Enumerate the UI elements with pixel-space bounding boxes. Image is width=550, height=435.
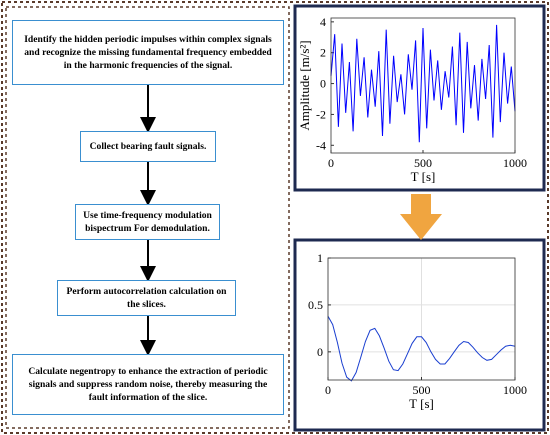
step-text: in the harmonic frequencies of the signa… bbox=[63, 60, 233, 71]
y-tick-label: -4 bbox=[316, 138, 326, 152]
flow-step: Identify the hidden periodic impulses wi… bbox=[12, 20, 284, 85]
step-text: Perform autocorrelation calculation on bbox=[66, 286, 227, 297]
x-tick-label: 0 bbox=[328, 156, 334, 170]
flow-step: Use time-frequency modulation bispectrum … bbox=[75, 204, 220, 240]
flow-step: Perform autocorrelation calculation on th… bbox=[57, 280, 236, 316]
plot-frame bbox=[330, 17, 516, 154]
plot-frame bbox=[327, 257, 516, 381]
y-tick-label: 0.5 bbox=[308, 298, 323, 312]
step-text: Use time-frequency modulation bbox=[83, 210, 212, 221]
chart-panel bbox=[293, 238, 546, 432]
y-tick-label: 1 bbox=[317, 251, 323, 265]
step-text: fault information of the slice. bbox=[88, 392, 208, 403]
data-line bbox=[327, 315, 516, 382]
step-text: Calculate negentropy to enhance the extr… bbox=[28, 366, 268, 377]
x-tick-label: 500 bbox=[414, 156, 432, 170]
data-line bbox=[330, 24, 516, 143]
x-axis-label: T [s] bbox=[409, 396, 434, 411]
flow-step: Calculate negentropy to enhance the extr… bbox=[12, 354, 284, 415]
x-axis-label: T [s] bbox=[411, 169, 436, 184]
y-tick-label: -2 bbox=[316, 107, 326, 121]
step-text: and recognize the missing fundamental fr… bbox=[24, 47, 272, 58]
step-text: signals and suppress random noise, there… bbox=[28, 379, 268, 390]
step-text: the slices. bbox=[127, 299, 166, 310]
y-tick-label: 0 bbox=[320, 77, 326, 91]
y-tick-label: 2 bbox=[320, 46, 326, 60]
orange-arrow bbox=[400, 194, 442, 240]
step-text: bispectrum For demodulation. bbox=[85, 223, 210, 234]
step-text: Collect bearing fault signals. bbox=[89, 141, 207, 152]
x-tick-label: 1000 bbox=[503, 383, 527, 397]
flow-panel bbox=[5, 6, 290, 429]
x-tick-label: 500 bbox=[413, 383, 431, 397]
x-tick-label: 1000 bbox=[503, 156, 527, 170]
flow-step: Collect bearing fault signals. bbox=[80, 131, 216, 162]
chart-panel bbox=[293, 4, 546, 192]
x-tick-label: 0 bbox=[325, 383, 331, 397]
step-text: Identify the hidden periodic impulses wi… bbox=[24, 34, 272, 45]
y-tick-label: 0 bbox=[317, 345, 323, 359]
y-tick-label: 4 bbox=[320, 15, 326, 29]
y-axis-label: Amplitude [m/s²] bbox=[297, 40, 312, 130]
